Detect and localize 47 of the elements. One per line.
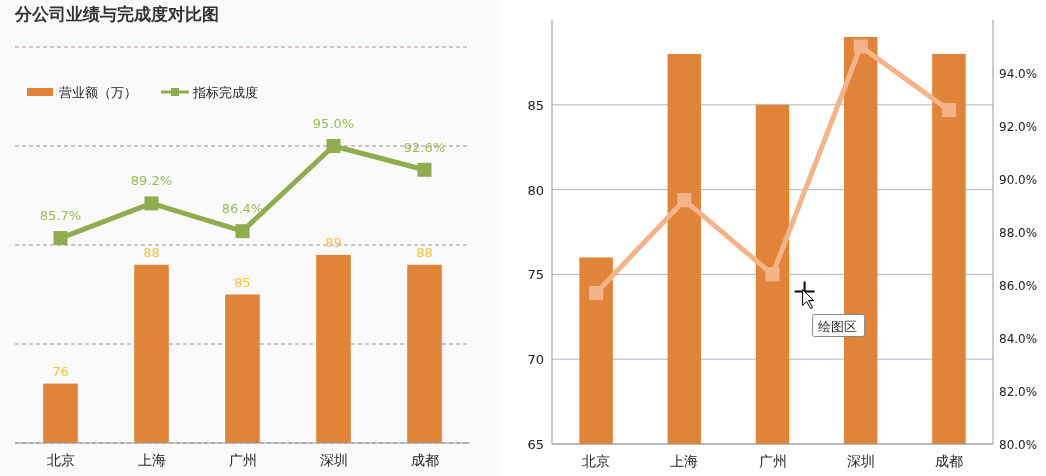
legend-label: 指标完成度 xyxy=(192,85,258,100)
x-tick-label: 深圳 xyxy=(846,453,875,469)
data-label: 85.7% xyxy=(39,208,82,224)
point xyxy=(417,162,432,177)
data-label: 92.6% xyxy=(403,139,446,155)
chart-title: 分公司业绩与完成度对比图 xyxy=(14,4,219,24)
x-tick-label: 广州 xyxy=(228,452,257,468)
data-label: 86.4% xyxy=(221,201,264,217)
y2-tick-label: 94.0% xyxy=(999,67,1038,81)
point xyxy=(677,193,692,208)
y2-tick-label: 90.0% xyxy=(999,173,1038,187)
data-label: 88 xyxy=(143,244,160,260)
x-tick-label: 北京 xyxy=(582,453,611,469)
x-tick-label: 上海 xyxy=(670,453,699,469)
point xyxy=(53,231,68,246)
annotation: 绘图区 xyxy=(817,318,857,334)
point xyxy=(589,285,604,300)
x-tick-label: 上海 xyxy=(137,452,166,468)
y-tick-label: 70 xyxy=(527,352,544,368)
point xyxy=(765,267,780,282)
legend-label: 营业额（万） xyxy=(59,85,137,100)
y2-tick-label: 84.0% xyxy=(999,332,1038,346)
y-tick-label: 80 xyxy=(527,182,544,198)
y-tick-label: 85 xyxy=(527,97,544,113)
x-tick-label: 成都 xyxy=(934,453,963,469)
point xyxy=(235,224,250,239)
data-label: 89 xyxy=(325,234,342,250)
x-tick-label: 广州 xyxy=(758,453,787,469)
y2-tick-label: 92.0% xyxy=(999,120,1038,134)
data-label: 95.0% xyxy=(312,116,355,131)
point xyxy=(941,103,956,118)
x-tick-label: 北京 xyxy=(46,452,75,468)
y-tick-label: 65 xyxy=(527,437,544,452)
point xyxy=(144,196,159,211)
y2-tick-label: 86.0% xyxy=(999,279,1038,293)
point xyxy=(326,139,341,153)
y2-tick-label: 80.0% xyxy=(999,438,1038,452)
x-tick-label: 成都 xyxy=(410,452,439,468)
y-tick-label: 75 xyxy=(527,267,544,283)
point xyxy=(853,39,868,54)
y2-tick-label: 82.0% xyxy=(999,385,1038,399)
data-label: 85 xyxy=(234,274,251,290)
data-label: 88 xyxy=(416,244,433,260)
x-tick-label: 深圳 xyxy=(319,452,348,468)
data-label: 76 xyxy=(52,363,69,379)
y2-tick-label: 88.0% xyxy=(999,226,1038,240)
data-label: 89.2% xyxy=(130,173,173,189)
